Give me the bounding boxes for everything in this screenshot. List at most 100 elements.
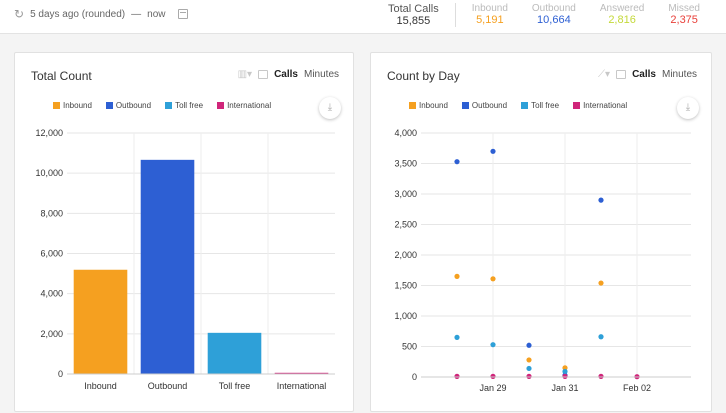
bar [140,159,195,374]
y-tick-label: 8,000 [40,208,63,218]
y-tick-label: 6,000 [40,249,63,259]
y-tick-label: 500 [402,342,417,352]
date-range-selector[interactable]: ↻ 5 days ago (rounded) — now [14,8,188,20]
legend-label: International [227,101,272,110]
stat-total-calls: Total Calls 15,855 [376,3,456,27]
data-point [526,342,532,348]
panel-title: Count by Day [387,69,460,83]
legend-item-outbound[interactable]: Outbound [105,101,152,110]
x-tick-label: Toll free [219,381,251,391]
total-count-panel: Total Count ▥▾ Calls Minutes Inbound Out… [14,52,354,412]
expand-icon[interactable] [258,70,269,79]
y-tick-label: 10,000 [35,168,63,178]
legend-swatch [573,102,581,109]
legend-label: Outbound [115,101,152,110]
range-start: 5 days ago (rounded) [30,8,126,20]
stat-value: 15,855 [396,15,431,27]
legend-item-international[interactable]: International [217,101,271,110]
data-point [526,373,532,379]
range-separator: — [131,8,142,20]
y-tick-label: 0 [58,369,63,379]
legend-swatch [53,102,60,109]
stat-inbound: Inbound 5,191 [460,3,520,27]
scatter-chart: 0 500 1,000 1,500 2,000 2,500 3,000 3,500 4,000 J… [394,128,691,393]
legend-label: Toll free [531,101,560,110]
legend-label: Inbound [63,101,92,110]
legend-item-inbound[interactable]: Inbound [53,101,92,110]
bar [207,332,262,374]
y-tick-label: 4,000 [394,128,417,138]
stat-value: 10,664 [537,14,571,26]
data-point [562,365,568,371]
x-tick-label: Jan 29 [479,383,506,393]
y-tick-label: 2,500 [394,220,417,230]
data-point [598,334,604,340]
y-tick-label: 1,500 [394,281,417,291]
data-point [454,334,460,340]
x-tick-label: Feb 02 [623,383,651,393]
legend-label: Outbound [471,101,508,110]
chart-legend: Inbound Outbound Toll free International [409,101,627,110]
data-point [490,148,496,154]
y-tick-label: 2,000 [40,329,63,339]
toggle-minutes[interactable]: Minutes [661,69,697,80]
stat-value: 5,191 [476,14,504,26]
toggle-minutes[interactable]: Minutes [303,69,339,80]
range-end: now [147,8,166,20]
toggle-calls[interactable]: Calls [274,69,298,80]
data-point [598,280,604,286]
legend-item-inbound[interactable]: Inbound [409,101,448,110]
stat-answered: Answered 2,816 [588,3,656,27]
data-point [454,273,460,279]
stat-value: 2,816 [608,14,636,26]
x-tick-label: Outbound [148,381,188,391]
y-tick-label: 3,000 [394,189,417,199]
stat-label: Answered [599,3,645,14]
legend-label: International [583,101,628,110]
legend-swatch [521,102,529,109]
legend-item-international[interactable]: International [573,101,627,110]
panel-tools: ▥▾ Calls Minutes [238,69,339,80]
refresh-icon[interactable]: ↻ [14,7,25,21]
expand-icon[interactable] [616,70,627,79]
download-icon[interactable]: ⤓ [319,97,341,119]
calendar-icon[interactable] [177,9,188,19]
stat-label: Missed [668,3,700,14]
y-tick-label: 12,000 [35,128,63,138]
data-point [454,159,460,165]
y-tick-label: 1,000 [394,311,417,321]
legend-label: Toll free [175,101,204,110]
top-bar: ↻ 5 days ago (rounded) — now Total Calls… [0,0,726,34]
y-tick-label: 3,500 [394,159,417,169]
data-point [526,357,532,363]
x-tick-label: Inbound [84,381,117,391]
stat-label: Outbound [531,3,576,14]
data-point [490,373,496,379]
x-tick-label: Jan 31 [551,383,578,393]
legend-swatch [217,102,225,109]
legend-label: Inbound [419,101,448,110]
chart-type-icon[interactable]: ▥▾ [237,68,253,80]
legend-item-toll-free[interactable]: Toll free [165,101,203,110]
legend-swatch [165,102,173,109]
data-point [490,276,496,282]
data-point [598,373,604,379]
y-tick-label: 4,000 [40,289,63,299]
legend-swatch [409,102,416,109]
legend-item-toll-free[interactable]: Toll free [521,101,559,110]
panel-tools: ⟋▾ Calls Minutes [598,69,697,80]
panel-title: Total Count [31,69,92,83]
data-point [526,365,532,372]
legend-swatch [461,102,469,109]
legend-swatch [105,102,113,109]
bar [73,269,128,374]
chart-legend: Inbound Outbound Toll free International [53,101,271,110]
chart-type-icon[interactable]: ⟋▾ [598,68,611,80]
stat-missed: Missed 2,375 [656,3,712,27]
download-icon[interactable]: ⤓ [677,97,699,119]
legend-item-outbound[interactable]: Outbound [461,101,508,110]
call-stats: Total Calls 15,855 Inbound 5,191 Outboun… [376,3,712,27]
toggle-calls[interactable]: Calls [632,69,656,80]
data-point [454,373,460,379]
stat-outbound: Outbound 10,664 [520,3,588,27]
